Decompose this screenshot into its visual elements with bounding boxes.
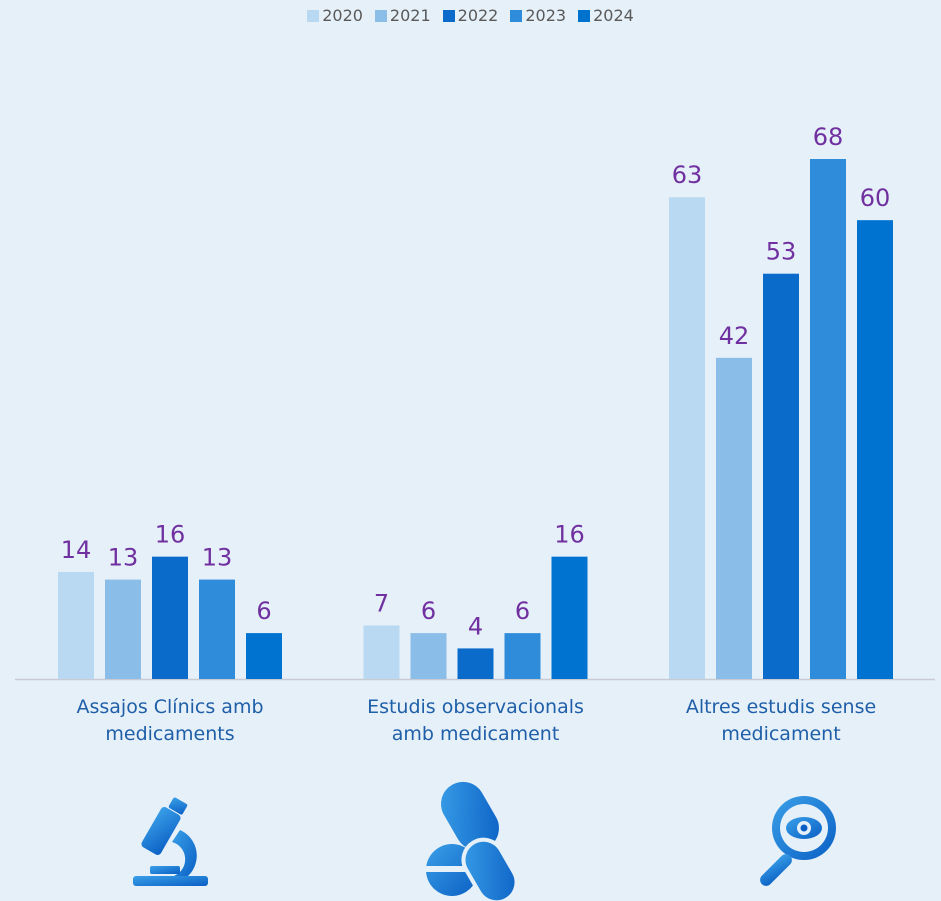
- value-label: 16: [155, 521, 186, 549]
- bar: [58, 571, 94, 679]
- legend-label: 2020: [322, 6, 363, 25]
- pills-icon: [426, 781, 519, 901]
- category-label: Assajos Clínics amb medicaments: [76, 696, 264, 745]
- bar: [716, 357, 752, 679]
- legend-item: 2021: [374, 6, 431, 25]
- bar: [457, 648, 494, 679]
- value-label: 14: [61, 536, 92, 564]
- bar: [857, 220, 893, 680]
- legend-swatch: [374, 9, 387, 22]
- value-label: 6: [256, 597, 271, 625]
- bar: [410, 633, 447, 679]
- bar: [152, 556, 188, 679]
- bar: [551, 556, 588, 679]
- bar: [105, 579, 141, 679]
- legend-item: 2022: [442, 6, 499, 25]
- bar: [363, 625, 400, 679]
- legend-swatch: [578, 9, 591, 22]
- value-label: 13: [202, 544, 233, 572]
- value-label: 68: [813, 123, 844, 151]
- legend-item: 2023: [510, 6, 566, 25]
- value-label: 63: [672, 161, 703, 189]
- value-label: 60: [860, 184, 891, 212]
- bar: [246, 633, 282, 679]
- legend-label: 2022: [457, 6, 499, 25]
- legend: 2020 2021 2022 2023 2024: [0, 6, 941, 25]
- legend-label: 2024: [593, 6, 634, 25]
- legend-label: 2021: [389, 6, 431, 25]
- bar: [504, 633, 541, 679]
- legend-swatch: [510, 9, 523, 22]
- value-label: 13: [108, 544, 139, 572]
- bar: [810, 159, 846, 679]
- search-eye-icon: [760, 796, 836, 886]
- value-label: 6: [515, 597, 530, 625]
- microscope-icon: [133, 797, 208, 886]
- category-label: Estudis observacionals amb medicament: [367, 696, 584, 745]
- value-label: 4: [468, 612, 483, 640]
- value-label: 16: [554, 521, 585, 549]
- value-label: 42: [719, 322, 750, 350]
- category-label: Altres estudis sense medicament: [685, 696, 877, 745]
- value-label: 7: [374, 589, 389, 617]
- bar: [669, 197, 705, 679]
- bar: [763, 273, 799, 679]
- bar: [199, 579, 235, 679]
- legend-swatch: [442, 9, 455, 22]
- value-label: 6: [421, 597, 436, 625]
- value-label: 53: [766, 238, 797, 266]
- legend-item: 2020: [307, 6, 363, 25]
- legend-label: 2023: [525, 6, 567, 25]
- legend-item: 2024: [578, 6, 634, 25]
- legend-swatch: [307, 9, 320, 22]
